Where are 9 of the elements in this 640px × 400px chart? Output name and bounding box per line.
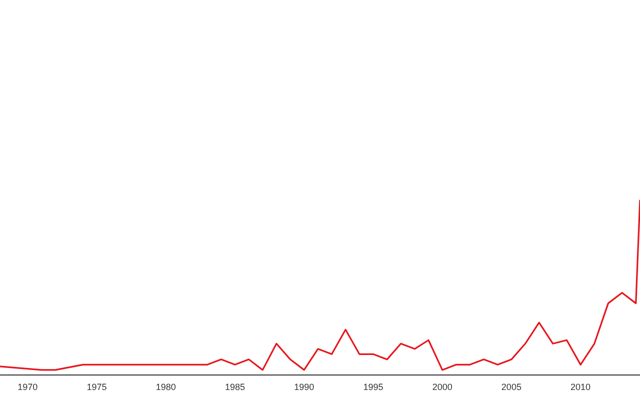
x-tick-label: 1995 <box>363 382 384 392</box>
x-tick-label: 1985 <box>224 382 246 392</box>
x-tick-label: 2010 <box>570 382 591 392</box>
x-tick-label: 2005 <box>501 382 522 392</box>
x-tick-label: 1970 <box>18 382 38 392</box>
x-tick-label: 1990 <box>294 382 314 392</box>
x-tick-label: 2000 <box>432 382 452 392</box>
x-tick-label: 1980 <box>156 382 176 392</box>
x-tick-label: 1975 <box>86 382 107 392</box>
